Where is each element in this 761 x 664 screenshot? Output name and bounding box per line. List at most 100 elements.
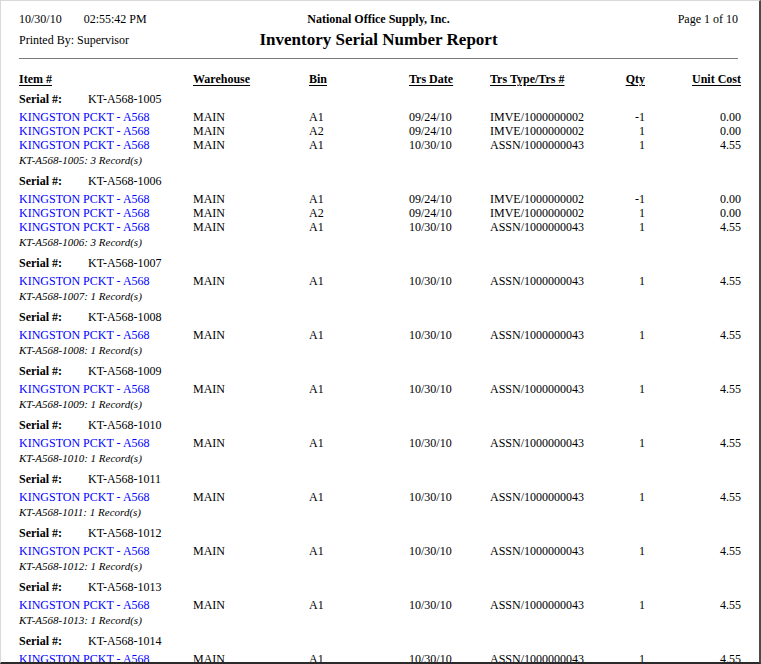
serial-group: Serial #:KT-A568-1005 KINGSTON PCKT - A5…	[19, 90, 738, 167]
item-link[interactable]: KINGSTON PCKT - A568	[19, 544, 193, 558]
group-summary: KT-A568-1012: 1 Record(s)	[19, 559, 738, 573]
item-link[interactable]: KINGSTON PCKT - A568	[19, 598, 193, 612]
cell-bin: A1	[309, 544, 409, 558]
serial-label: Serial #:	[19, 256, 88, 270]
cell-qty: 1	[593, 206, 645, 220]
table-row: KINGSTON PCKT - A568 MAIN A1 10/30/10 AS…	[19, 436, 738, 450]
serial-label: Serial #:	[19, 174, 88, 188]
cell-warehouse: MAIN	[193, 206, 309, 220]
table-row: KINGSTON PCKT - A568 MAIN A2 09/24/10 IM…	[19, 124, 738, 138]
item-link[interactable]: KINGSTON PCKT - A568	[19, 652, 193, 664]
cell-trs-date: 09/24/10	[409, 110, 490, 124]
cell-bin: A1	[309, 192, 409, 206]
group-summary: KT-A568-1008: 1 Record(s)	[19, 343, 738, 357]
cell-warehouse: MAIN	[193, 124, 309, 138]
cell-trs-type: IMVE/1000000002	[490, 206, 593, 220]
cell-warehouse: MAIN	[193, 544, 309, 558]
cell-unit-cost: 0.00	[645, 110, 741, 124]
serial-row: Serial #:KT-A568-1011	[19, 470, 738, 486]
serial-group: Serial #:KT-A568-1014 KINGSTON PCKT - A5…	[19, 632, 738, 664]
serial-group: Serial #:KT-A568-1006 KINGSTON PCKT - A5…	[19, 172, 738, 249]
cell-warehouse: MAIN	[193, 274, 309, 288]
column-header-row: Item # Warehouse Bin Trs Date Trs Type/T…	[19, 71, 738, 87]
item-link[interactable]: KINGSTON PCKT - A568	[19, 124, 193, 138]
serial-value: KT-A568-1014	[88, 634, 162, 648]
group-summary: KT-A568-1006: 3 Record(s)	[19, 235, 738, 249]
cell-trs-type: ASSN/1000000043	[490, 328, 593, 342]
item-link[interactable]: KINGSTON PCKT - A568	[19, 274, 193, 288]
cell-bin: A1	[309, 652, 409, 664]
cell-warehouse: MAIN	[193, 110, 309, 124]
cell-warehouse: MAIN	[193, 328, 309, 342]
column-header-unit-cost: Unit Cost	[645, 71, 741, 87]
cell-bin: A2	[309, 124, 409, 138]
serial-label: Serial #:	[19, 526, 88, 540]
cell-unit-cost: 4.55	[645, 274, 741, 288]
column-header-bin: Bin	[309, 71, 409, 87]
report-title-block: National Office Supply, Inc. Inventory S…	[19, 9, 738, 50]
cell-trs-date: 09/24/10	[409, 124, 490, 138]
serial-value: KT-A568-1013	[88, 580, 162, 594]
report-page: 10/30/1002:55:42 PM Printed By: Supervis…	[0, 0, 761, 664]
serial-label: Serial #:	[19, 580, 88, 594]
column-header-trs-type: Trs Type/Trs #	[490, 71, 593, 87]
cell-bin: A1	[309, 328, 409, 342]
cell-bin: A1	[309, 490, 409, 504]
cell-unit-cost: 4.55	[645, 220, 741, 234]
cell-qty: -1	[593, 110, 645, 124]
serial-value: KT-A568-1009	[88, 364, 162, 378]
cell-unit-cost: 4.55	[645, 328, 741, 342]
serial-row: Serial #:KT-A568-1013	[19, 578, 738, 594]
serial-label: Serial #:	[19, 364, 88, 378]
item-link[interactable]: KINGSTON PCKT - A568	[19, 382, 193, 396]
serial-label: Serial #:	[19, 310, 88, 324]
cell-trs-date: 10/30/10	[409, 220, 490, 234]
item-link[interactable]: KINGSTON PCKT - A568	[19, 220, 193, 234]
serial-row: Serial #:KT-A568-1007	[19, 254, 738, 270]
item-link[interactable]: KINGSTON PCKT - A568	[19, 436, 193, 450]
item-link[interactable]: KINGSTON PCKT - A568	[19, 192, 193, 206]
serial-row: Serial #:KT-A568-1010	[19, 416, 738, 432]
item-link[interactable]: KINGSTON PCKT - A568	[19, 110, 193, 124]
cell-qty: 1	[593, 328, 645, 342]
serial-value: KT-A568-1007	[88, 256, 162, 270]
serial-row: Serial #:KT-A568-1012	[19, 524, 738, 540]
cell-trs-type: ASSN/1000000043	[490, 382, 593, 396]
cell-trs-type: ASSN/1000000043	[490, 490, 593, 504]
serial-group: Serial #:KT-A568-1011 KINGSTON PCKT - A5…	[19, 470, 738, 519]
group-summary: KT-A568-1011: 1 Record(s)	[19, 505, 738, 519]
group-summary: KT-A568-1005: 3 Record(s)	[19, 153, 738, 167]
serial-group: Serial #:KT-A568-1009 KINGSTON PCKT - A5…	[19, 362, 738, 411]
serial-value: KT-A568-1005	[88, 92, 162, 106]
cell-unit-cost: 4.55	[645, 598, 741, 612]
cell-qty: 1	[593, 220, 645, 234]
cell-bin: A2	[309, 206, 409, 220]
item-link[interactable]: KINGSTON PCKT - A568	[19, 138, 193, 152]
group-summary: KT-A568-1013: 1 Record(s)	[19, 613, 738, 627]
serial-row: Serial #:KT-A568-1008	[19, 308, 738, 324]
cell-qty: 1	[593, 124, 645, 138]
item-link[interactable]: KINGSTON PCKT - A568	[19, 490, 193, 504]
report-title: Inventory Serial Number Report	[19, 30, 738, 50]
column-header-item: Item #	[19, 71, 193, 87]
cell-qty: 1	[593, 490, 645, 504]
column-header-warehouse: Warehouse	[193, 71, 309, 87]
serial-value: KT-A568-1010	[88, 418, 162, 432]
cell-qty: 1	[593, 544, 645, 558]
cell-trs-date: 10/30/10	[409, 274, 490, 288]
report-header: 10/30/1002:55:42 PM Printed By: Supervis…	[19, 9, 738, 58]
cell-bin: A1	[309, 382, 409, 396]
item-link[interactable]: KINGSTON PCKT - A568	[19, 206, 193, 220]
cell-warehouse: MAIN	[193, 598, 309, 612]
cell-bin: A1	[309, 110, 409, 124]
cell-trs-date: 10/30/10	[409, 382, 490, 396]
cell-warehouse: MAIN	[193, 436, 309, 450]
serial-group: Serial #:KT-A568-1012 KINGSTON PCKT - A5…	[19, 524, 738, 573]
serial-group: Serial #:KT-A568-1007 KINGSTON PCKT - A5…	[19, 254, 738, 303]
cell-trs-type: ASSN/1000000043	[490, 544, 593, 558]
serial-value: KT-A568-1012	[88, 526, 162, 540]
table-row: KINGSTON PCKT - A568 MAIN A1 10/30/10 AS…	[19, 490, 738, 504]
cell-trs-type: IMVE/1000000002	[490, 124, 593, 138]
cell-warehouse: MAIN	[193, 382, 309, 396]
item-link[interactable]: KINGSTON PCKT - A568	[19, 328, 193, 342]
